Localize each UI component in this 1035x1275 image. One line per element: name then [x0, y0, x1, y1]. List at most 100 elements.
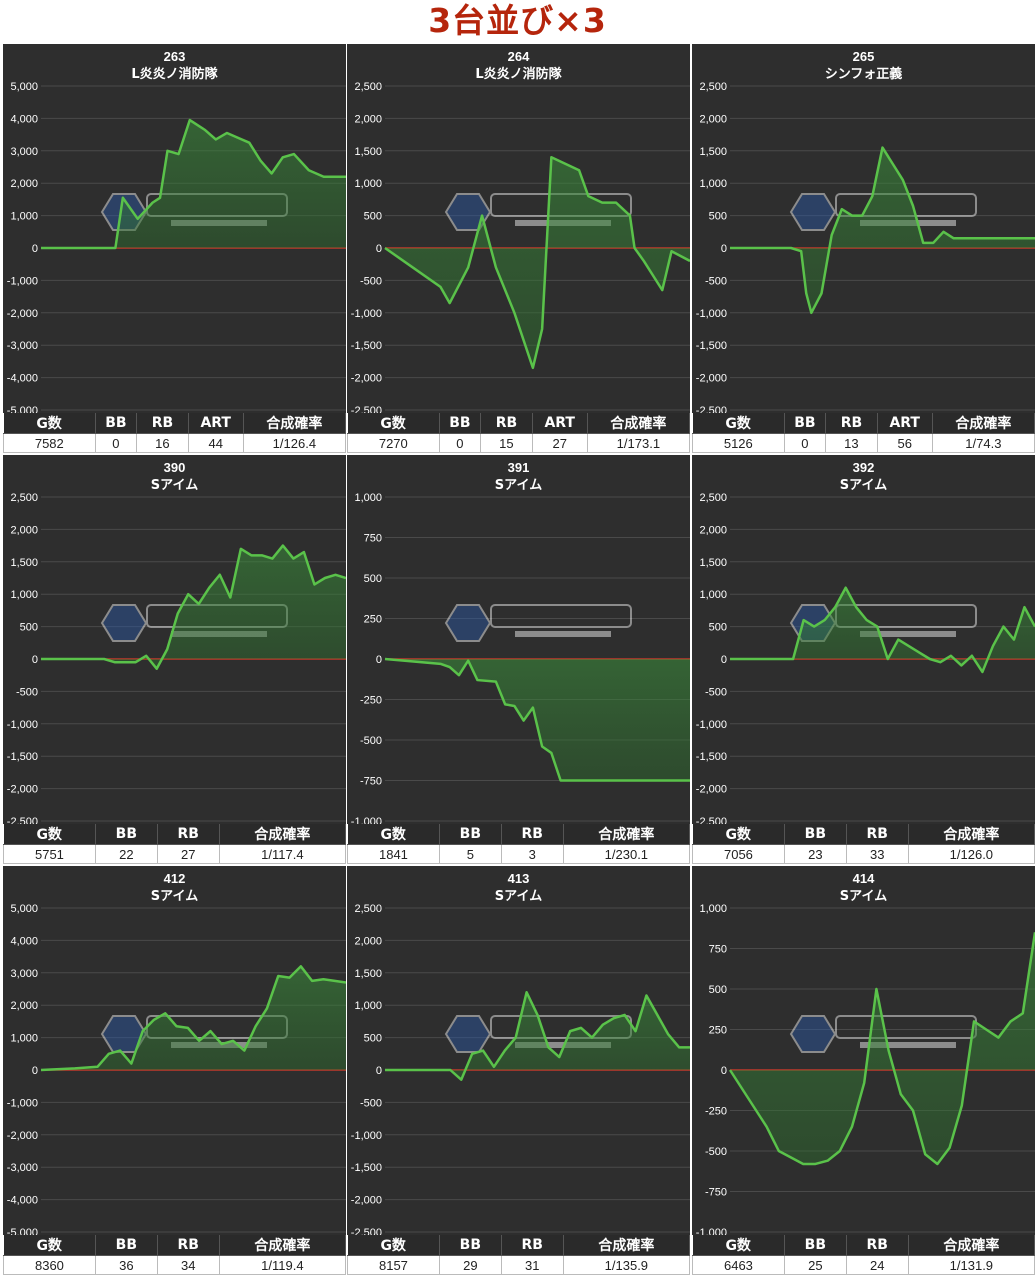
y-tick-label: 2,000: [10, 178, 38, 190]
y-tick-label: -1,000: [351, 816, 382, 824]
y-tick-label: 4,000: [10, 935, 38, 947]
y-tick-label: 4,000: [10, 113, 38, 125]
chart-panel-412: 412 Sアイム 5,000 4,000 3,000 2,000 1,000 0 -1,000 -…: [3, 866, 347, 1275]
model-name: Sアイム: [151, 478, 198, 493]
stats-value: 1/131.9: [907, 1255, 1035, 1275]
y-tick-label: 0: [376, 1065, 382, 1077]
y-tick-label: 0: [721, 654, 727, 666]
model-name: Sアイム: [840, 478, 887, 493]
y-tick-label: 1,000: [699, 589, 727, 601]
chart-panel-413: 413 Sアイム 2,500 2,000 1,500 1,000 500 0 -500 -1,00…: [347, 866, 691, 1275]
y-tick-label: 1,000: [354, 178, 382, 190]
stats-header: BB: [439, 1235, 502, 1256]
y-tick-label: 500: [364, 211, 382, 223]
y-tick-label: 2,000: [10, 524, 38, 536]
y-tick-label: 500: [709, 211, 727, 223]
stats-table: G数 BB RB ART 合成確率 5126 0 13 56 1/74.3: [692, 413, 1035, 453]
y-tick-label: -2,000: [7, 308, 38, 320]
stats-header: G数: [692, 824, 785, 845]
stats-value: 1/117.4: [218, 844, 347, 864]
y-tick-label: 1,500: [10, 557, 38, 569]
y-tick-label: -4,000: [7, 1195, 38, 1207]
y-tick-label: -3,000: [7, 340, 38, 352]
stats-header: G数: [3, 413, 96, 434]
y-tick-label: 3,000: [10, 968, 38, 980]
stats-value: 34: [156, 1255, 220, 1275]
y-tick-label: 2,500: [699, 492, 727, 504]
y-tick-label: -1,000: [7, 719, 38, 731]
stats-header: RB: [136, 413, 189, 434]
stats-value: 36: [94, 1255, 158, 1275]
stats-header: BB: [439, 824, 502, 845]
y-tick-label: 0: [32, 654, 38, 666]
stats-value: 29: [438, 1255, 502, 1275]
stats-header: 合成確率: [563, 824, 691, 845]
y-tick-label: 1,500: [354, 968, 382, 980]
stats-value: 7270: [347, 433, 440, 453]
y-tick-label: -1,500: [351, 340, 382, 352]
series-area: [385, 659, 690, 781]
y-tick-label: -5,000: [7, 1227, 38, 1235]
stats-header: G数: [3, 1235, 96, 1256]
stats-header: 合成確率: [908, 1235, 1035, 1256]
machine-number: 413: [508, 871, 530, 886]
y-tick-label: -1,000: [351, 1130, 382, 1142]
stats-value: 7582: [3, 433, 96, 453]
y-tick-label: -5,000: [7, 405, 38, 413]
series-area: [730, 932, 1035, 1164]
stats-table: G数 BB RB 合成確率 1841 5 3 1/230.1: [347, 824, 691, 864]
y-tick-label: 2,500: [699, 81, 727, 93]
y-tick-label: 500: [709, 984, 727, 996]
y-tick-label: 1,500: [354, 146, 382, 158]
machine-number: 263: [164, 49, 186, 64]
y-tick-label: -500: [360, 275, 382, 287]
stats-value: 0: [438, 433, 482, 453]
y-tick-label: -750: [360, 776, 382, 788]
series-line: [41, 118, 346, 250]
model-name: L炎炎ノ消防隊: [131, 66, 218, 82]
y-tick-label: 0: [376, 654, 382, 666]
stats-value: 27: [531, 433, 588, 453]
stats-header: ART: [188, 413, 244, 434]
stats-table: G数 BB RB 合成確率 7056 23 33 1/126.0: [692, 824, 1035, 864]
chart-panel-414: 414 Sアイム 1,000 750 500 250 0 -250 -500 -750 -1,000…: [692, 866, 1035, 1275]
stats-table: G数 BB RB 合成確率 8157 29 31 1/135.9: [347, 1235, 691, 1275]
y-tick-label: -4,000: [7, 373, 38, 385]
page-title: 3台並び×3: [428, 1, 607, 40]
stats-header: RB: [157, 1235, 220, 1256]
chart-svg: 392 Sアイム 2,500 2,000 1,500 1,000 500 0 -500 -1,00…: [692, 455, 1035, 824]
chart-background: [347, 44, 690, 413]
stats-header: 合成確率: [563, 1235, 691, 1256]
chart-svg: 412 Sアイム 5,000 4,000 3,000 2,000 1,000 0 -1,000 -…: [3, 866, 346, 1235]
stats-value: 1/74.3: [931, 433, 1035, 453]
machine-number: 414: [853, 871, 875, 886]
y-tick-label: -1,000: [7, 1097, 38, 1109]
stats-header: BB: [95, 824, 158, 845]
machine-number: 412: [164, 871, 186, 886]
machine-number: 264: [508, 49, 530, 64]
chart-svg: 263 L炎炎ノ消防隊 5,000 4,000 3,000 2,000 1,000 0 -1,0…: [3, 44, 346, 413]
stats-value: 3: [500, 844, 564, 864]
y-tick-label: -1,500: [351, 1162, 382, 1174]
series-area: [730, 147, 1035, 313]
stats-header: G数: [347, 824, 440, 845]
y-tick-label: 2,000: [699, 524, 727, 536]
y-tick-label: -1,000: [696, 719, 727, 731]
model-name: シンフォ正義: [825, 66, 903, 82]
stats-header: RB: [157, 824, 220, 845]
y-tick-label: -2,000: [7, 784, 38, 796]
series-line: [730, 146, 1035, 315]
stats-header: 合成確率: [587, 413, 691, 434]
series-area: [41, 966, 346, 1070]
stats-value: 24: [845, 1255, 909, 1275]
machine-number: 265: [853, 49, 875, 64]
chart-panel-390: 390 Sアイム 2,500 2,000 1,500 1,000 500 0 -500 -1,00…: [3, 455, 347, 864]
stats-value: 25: [783, 1255, 847, 1275]
stats-header: G数: [347, 1235, 440, 1256]
y-tick-label: 1,000: [699, 178, 727, 190]
chart-panel-392: 392 Sアイム 2,500 2,000 1,500 1,000 500 0 -500 -1,00…: [692, 455, 1035, 864]
y-tick-label: 2,500: [354, 81, 382, 93]
stats-header: BB: [439, 413, 482, 434]
y-tick-label: 1,500: [699, 557, 727, 569]
y-tick-label: -3,000: [7, 1162, 38, 1174]
